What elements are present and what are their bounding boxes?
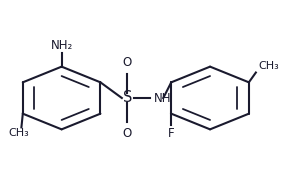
Text: S: S [123, 91, 132, 105]
Text: CH₃: CH₃ [8, 128, 29, 138]
Text: CH₃: CH₃ [259, 61, 279, 71]
Text: NH: NH [154, 92, 172, 104]
Text: F: F [168, 127, 175, 140]
Text: O: O [123, 56, 132, 69]
Text: O: O [123, 127, 132, 140]
Text: NH₂: NH₂ [51, 39, 73, 52]
